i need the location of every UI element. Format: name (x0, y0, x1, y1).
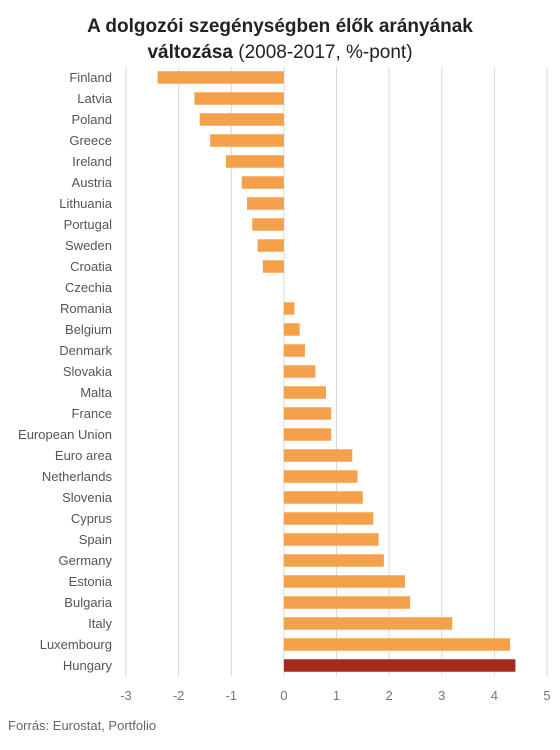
chart-title-line2: változása (2008-2017, %-pont) (0, 40, 560, 66)
bar-ireland (225, 155, 284, 168)
bar-malta (283, 386, 326, 399)
bar-finland (157, 71, 284, 84)
bar-luxembourg (283, 638, 511, 651)
category-label-malta: Malta (80, 385, 113, 400)
category-label-denmark: Denmark (59, 343, 112, 358)
bar-romania (283, 302, 295, 315)
bar-hungary (283, 659, 516, 672)
category-label-ireland: Ireland (72, 154, 112, 169)
chart-title-line2-bold: változása (147, 42, 233, 63)
category-label-cyprus: Cyprus (71, 511, 113, 526)
x-tick-label: -3 (120, 688, 132, 703)
category-label-luxembourg: Luxembourg (40, 637, 112, 652)
bar-lithuania (247, 197, 284, 210)
bar-austria (241, 176, 284, 189)
category-label-finland: Finland (69, 70, 112, 85)
category-label-romania: Romania (60, 301, 113, 316)
category-label-germany: Germany (59, 553, 113, 568)
x-tick-label: 4 (491, 688, 498, 703)
category-label-latvia: Latvia (77, 91, 112, 106)
category-label-hungary: Hungary (63, 658, 113, 673)
bar-croatia (262, 260, 284, 273)
category-label-european-union: European Union (18, 427, 112, 442)
bar-euro-area (283, 449, 353, 462)
category-label-france: France (72, 406, 112, 421)
bar-france (283, 407, 332, 420)
category-label-italy: Italy (88, 616, 112, 631)
bar-portugal (252, 218, 284, 231)
chart-title-line2-normal: (2008-2017, %-pont) (232, 42, 413, 63)
category-label-poland: Poland (72, 112, 112, 127)
bar-poland (199, 113, 284, 126)
x-tick-label: 1 (333, 688, 340, 703)
category-label-spain: Spain (79, 532, 112, 547)
x-tick-label: -2 (173, 688, 185, 703)
category-label-sweden: Sweden (65, 238, 112, 253)
category-label-czechia: Czechia (65, 280, 113, 295)
bar-european-union (283, 428, 332, 441)
bar-sweden (257, 239, 284, 252)
bars (157, 71, 516, 672)
x-tick-label: 2 (386, 688, 393, 703)
x-tick-label: 3 (438, 688, 445, 703)
category-label-croatia: Croatia (70, 259, 113, 274)
bar-greece (210, 134, 284, 147)
bar-latvia (194, 92, 284, 105)
category-label-slovakia: Slovakia (63, 364, 113, 379)
bar-bulgaria (283, 596, 411, 609)
bar-denmark (283, 344, 305, 357)
category-label-austria: Austria (72, 175, 113, 190)
grid-lines (125, 67, 548, 676)
category-label-portugal: Portugal (64, 217, 113, 232)
category-labels: Finland Latvia Poland Greece Ireland Austria L… (18, 70, 113, 673)
bar-germany (283, 554, 384, 567)
chart-title-line1: A dolgozói szegénységben élők arányának (87, 16, 473, 37)
bar-estonia (283, 575, 405, 588)
bar-slovenia (283, 491, 363, 504)
bar-belgium (283, 323, 300, 336)
chart-title: A dolgozói szegénységben élők arányának … (0, 14, 560, 66)
category-label-slovenia: Slovenia (62, 490, 113, 505)
category-label-lithuania: Lithuania (59, 196, 113, 211)
x-axis-tick-labels: -3 -2 -1 0 1 2 3 4 5 (120, 688, 550, 703)
x-tick-label: -1 (225, 688, 237, 703)
category-label-belgium: Belgium (65, 322, 112, 337)
category-label-euro-area: Euro area (55, 448, 113, 463)
bar-cyprus (283, 512, 374, 525)
category-label-greece: Greece (69, 133, 112, 148)
category-label-estonia: Estonia (69, 574, 113, 589)
bar-spain (283, 533, 379, 546)
category-label-bulgaria: Bulgaria (64, 595, 112, 610)
bar-slovakia (283, 365, 316, 378)
x-tick-label: 5 (543, 688, 550, 703)
source-note: Forrás: Eurostat, Portfolio (8, 718, 157, 733)
category-label-netherlands: Netherlands (42, 469, 113, 484)
bar-netherlands (283, 470, 358, 483)
bar-italy (283, 617, 453, 630)
x-tick-label: 0 (280, 688, 287, 703)
